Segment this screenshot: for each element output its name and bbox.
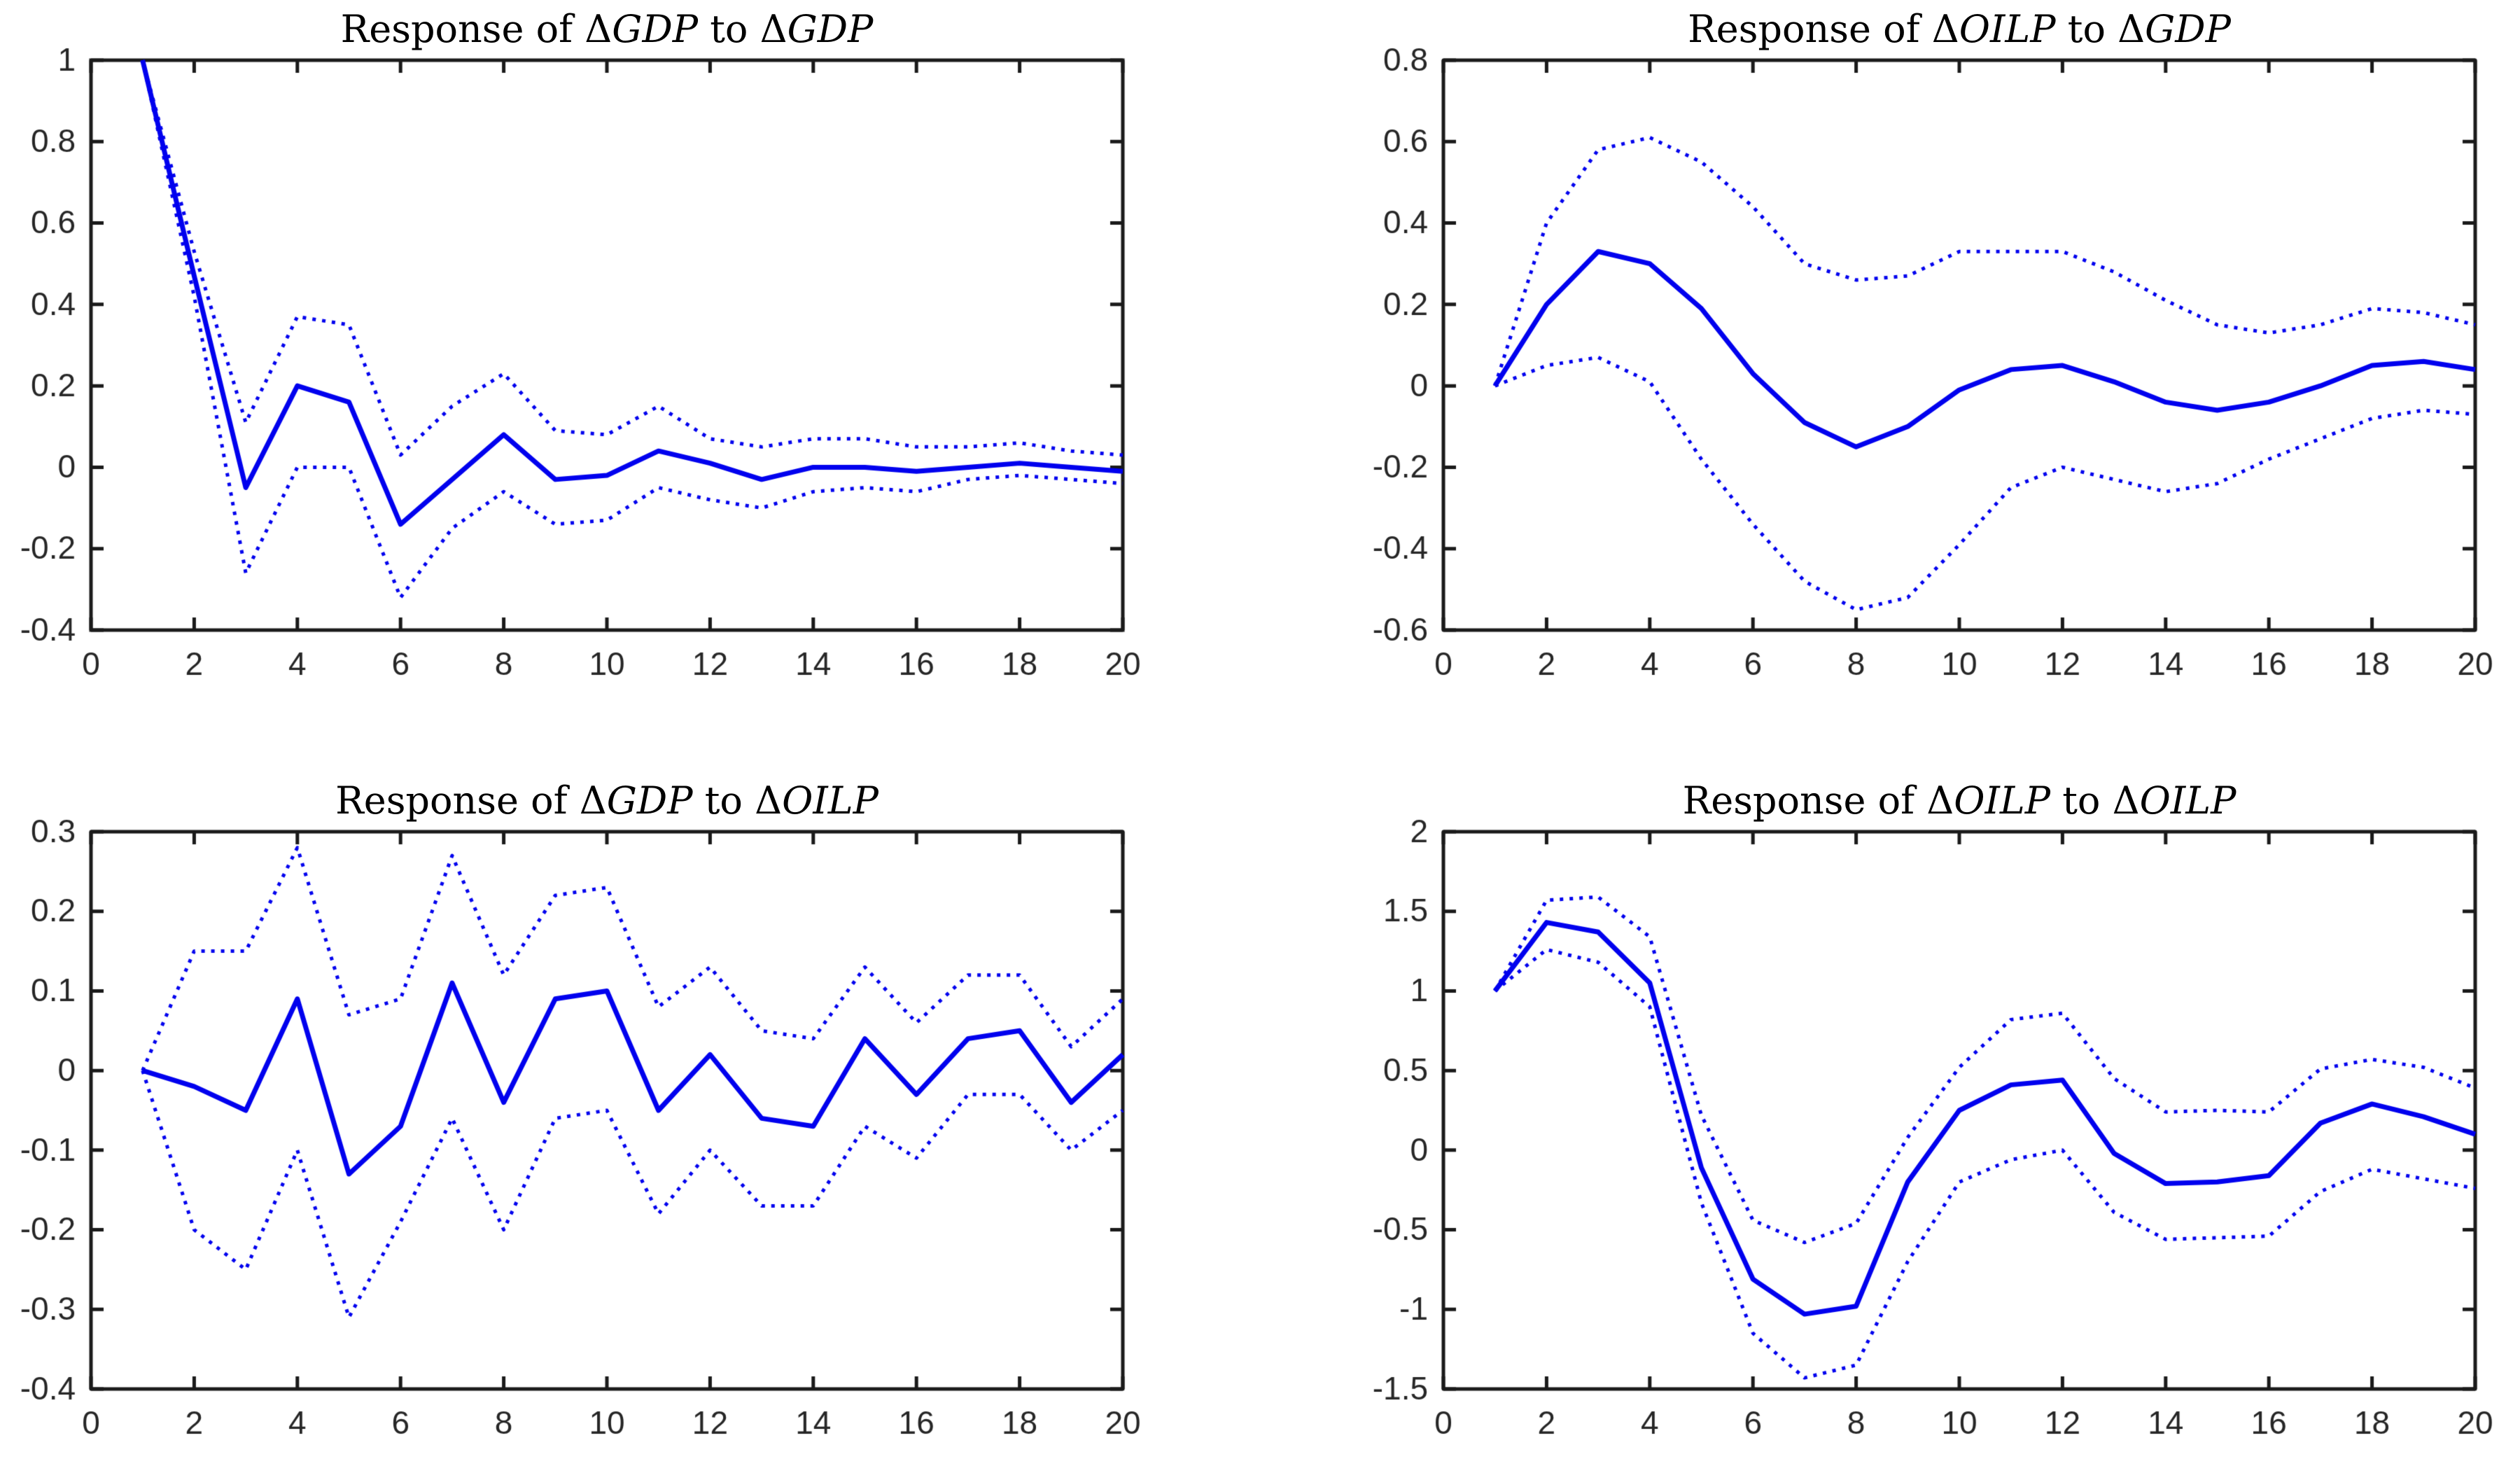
title-text: Response of bbox=[340, 7, 585, 51]
title-variable: OILP bbox=[1959, 7, 2056, 51]
title-text: to bbox=[698, 7, 760, 51]
title-text: Δ bbox=[584, 7, 612, 51]
title-text: Δ bbox=[1926, 779, 1954, 823]
title-variable: GDP bbox=[606, 779, 693, 823]
title-variable: OILP bbox=[782, 779, 878, 823]
title-variable: OILP bbox=[2139, 779, 2236, 823]
title-text: Δ bbox=[1931, 7, 1959, 51]
chart-title-oilp-to-gdp: Response of ΔOILP to ΔGDP bbox=[1688, 7, 2231, 51]
chart-title-gdp-to-oilp: Response of ΔGDP to ΔOILP bbox=[335, 779, 878, 823]
title-text: Δ bbox=[755, 779, 783, 823]
title-text: Response of bbox=[1682, 779, 1927, 823]
title-text: Δ bbox=[2112, 779, 2140, 823]
chart-title-gdp-to-gdp: Response of ΔGDP to ΔGDP bbox=[341, 7, 874, 51]
title-variable: GDP bbox=[612, 7, 699, 51]
title-text: Δ bbox=[579, 779, 607, 823]
title-text: to bbox=[2050, 779, 2113, 823]
title-text: to bbox=[692, 779, 755, 823]
title-text: Response of bbox=[335, 779, 580, 823]
title-text: Δ bbox=[2118, 7, 2146, 51]
chart-title-oilp-to-oilp: Response of ΔOILP to ΔOILP bbox=[1683, 779, 2236, 823]
title-variable: GDP bbox=[787, 7, 874, 51]
title-variable: OILP bbox=[1954, 779, 2051, 823]
title-variable: GDP bbox=[2145, 7, 2231, 51]
title-text: Response of bbox=[1688, 7, 1932, 51]
title-text: to bbox=[2055, 7, 2118, 51]
title-text: Δ bbox=[760, 7, 788, 51]
